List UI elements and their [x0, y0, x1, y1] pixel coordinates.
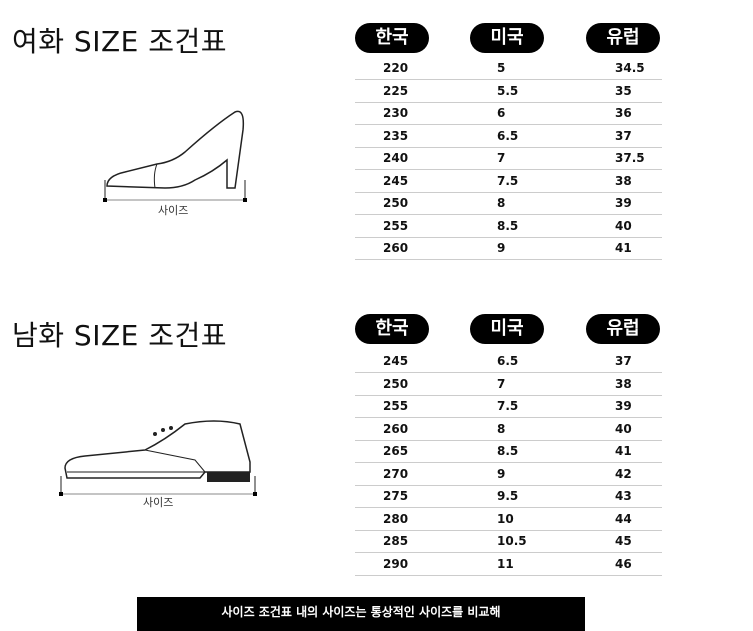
size-europe: 40: [615, 421, 632, 436]
women-pump-shoe-icon: [103, 110, 247, 202]
size-us: 10.5: [497, 534, 527, 548]
size-europe: 41: [615, 241, 632, 255]
size-us: 8.5: [497, 444, 519, 458]
size-us: 5: [497, 61, 506, 75]
size-us: 6.5: [497, 128, 519, 143]
women-size-title: 여화 SIZE 조건표: [12, 25, 228, 58]
size-us: 10: [497, 511, 514, 526]
size-europe: 37: [615, 354, 632, 368]
size-korea: 280: [383, 511, 409, 526]
size-europe: 37: [615, 128, 632, 143]
table-row: 290 11 46: [355, 553, 662, 576]
size-europe: 45: [615, 534, 632, 548]
men-header-korea: 한국: [355, 314, 429, 344]
size-europe: 38: [615, 173, 632, 188]
women-header-us: 미국: [470, 23, 544, 53]
size-korea: 260: [383, 421, 409, 436]
size-us: 7.5: [497, 173, 519, 188]
table-row: 260 9 41: [355, 237, 662, 260]
table-row: 230 6 36: [355, 102, 662, 125]
size-europe: 44: [615, 511, 632, 526]
table-row: 270 9 42: [355, 463, 662, 486]
size-korea: 290: [383, 556, 409, 571]
men-oxford-shoe-icon: [59, 420, 257, 496]
size-us: 8: [497, 196, 506, 210]
size-us: 8.5: [497, 218, 519, 233]
size-korea: 235: [383, 128, 409, 143]
size-europe: 46: [615, 556, 632, 571]
size-europe: 40: [615, 218, 632, 233]
size-korea: 245: [383, 173, 409, 188]
size-europe: 35: [615, 83, 632, 98]
size-europe: 34.5: [615, 61, 645, 75]
size-korea: 275: [383, 489, 409, 503]
table-row: 250 7 38: [355, 373, 662, 396]
footer-notice: 사이즈 조건표 내의 사이즈는 통상적인 사이즈를 비교해: [137, 597, 585, 631]
size-korea: 250: [383, 376, 409, 391]
size-us: 7: [497, 376, 506, 391]
table-row: 250 8 39: [355, 192, 662, 215]
size-europe: 42: [615, 466, 632, 481]
size-us: 8: [497, 421, 506, 436]
size-korea: 285: [383, 534, 409, 548]
size-us: 9: [497, 241, 506, 255]
size-europe: 36: [615, 106, 632, 120]
size-europe: 38: [615, 376, 632, 391]
size-europe: 39: [615, 399, 632, 413]
size-korea: 265: [383, 444, 409, 458]
men-size-label: 사이즈: [143, 496, 174, 509]
size-us: 7: [497, 151, 506, 165]
size-us: 6.5: [497, 354, 519, 368]
size-us: 9.5: [497, 489, 519, 503]
table-row: 275 9.5 43: [355, 485, 662, 508]
size-us: 5.5: [497, 83, 519, 98]
size-europe: 39: [615, 196, 632, 210]
size-korea: 255: [383, 399, 409, 413]
size-korea: 270: [383, 466, 409, 481]
size-korea: 255: [383, 218, 409, 233]
table-row: 280 10 44: [355, 508, 662, 531]
size-us: 6: [497, 106, 506, 120]
women-size-label: 사이즈: [158, 204, 189, 217]
size-korea: 250: [383, 196, 409, 210]
size-us: 9: [497, 466, 506, 481]
table-row: 245 7.5 38: [355, 170, 662, 193]
table-row: 245 6.5 37: [355, 350, 662, 373]
table-row: 220 5 34.5: [355, 57, 662, 80]
size-korea: 225: [383, 83, 409, 98]
table-row: 285 10.5 45: [355, 530, 662, 553]
size-korea: 230: [383, 106, 409, 120]
table-row: 265 8.5 41: [355, 440, 662, 463]
men-header-us: 미국: [470, 314, 544, 344]
size-europe: 41: [615, 444, 632, 458]
size-korea: 260: [383, 241, 409, 255]
size-europe: 43: [615, 489, 632, 503]
men-header-europe: 유럽: [586, 314, 660, 344]
men-size-title: 남화 SIZE 조건표: [12, 319, 228, 352]
size-us: 7.5: [497, 399, 519, 413]
size-korea: 220: [383, 61, 409, 75]
size-europe: 37.5: [615, 151, 645, 165]
table-row: 255 8.5 40: [355, 215, 662, 238]
women-header-korea: 한국: [355, 23, 429, 53]
size-us: 11: [497, 556, 514, 571]
table-row: 255 7.5 39: [355, 395, 662, 418]
table-row: 240 7 37.5: [355, 147, 662, 170]
table-row: 225 5.5 35: [355, 80, 662, 103]
size-korea: 245: [383, 354, 409, 368]
women-header-europe: 유럽: [586, 23, 660, 53]
table-row: 260 8 40: [355, 418, 662, 441]
size-korea: 240: [383, 151, 409, 165]
table-row: 235 6.5 37: [355, 125, 662, 148]
